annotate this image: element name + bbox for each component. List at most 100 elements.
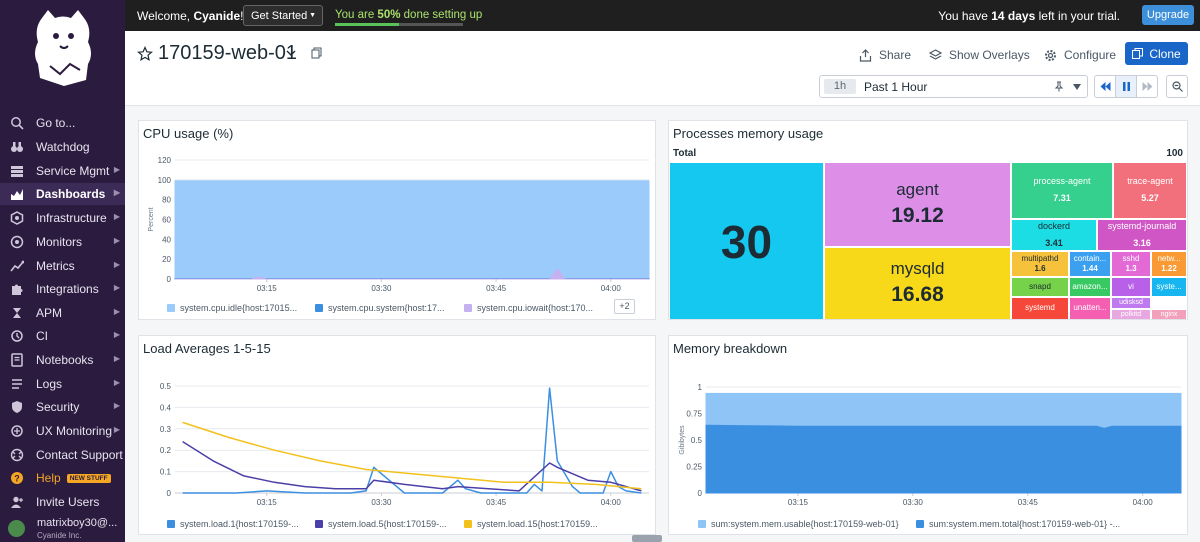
configure-button[interactable]: Configure <box>1044 45 1116 65</box>
setup-progress-text: You are 50% done setting up <box>335 9 483 21</box>
widget-title: CPU usage (%) <box>143 126 234 141</box>
shield-icon <box>10 400 24 414</box>
sidebar-item-label: Go to... <box>36 116 76 130</box>
sidebar-item-invite-users[interactable]: Invite Users <box>0 491 125 513</box>
load-averages-chart[interactable]: 0 0.1 0.2 0.3 0.4 0.5 03:15 03:30 03:45 04:00 <box>139 336 657 536</box>
sidebar-item-go-to[interactable]: Go to... <box>0 112 125 134</box>
treemap-cell[interactable]: systemd <box>1012 298 1068 319</box>
chevron-down-icon[interactable] <box>285 48 297 58</box>
treemap-cell[interactable]: trace-agent 5.27 <box>1114 163 1186 218</box>
upgrade-button[interactable]: Upgrade <box>1142 5 1194 25</box>
treemap-cell[interactable]: amazon... <box>1070 278 1110 296</box>
memory-breakdown-chart[interactable]: 0 0.25 0.5 0.75 1 03:15 03:30 03:45 04:00 Gibibyt… <box>669 336 1189 536</box>
sidebar-item-metrics[interactable]: Metrics ▶ <box>0 255 125 277</box>
legend-swatch <box>698 520 706 528</box>
legend-item[interactable]: sum:system.mem.usable{host:170159-web-01… <box>698 519 899 529</box>
zoom-out-button[interactable] <box>1166 75 1188 98</box>
series-area-2 <box>705 424 1182 494</box>
dashboard-header: 170159-web-01 Share Show Overlays Config… <box>125 31 1200 106</box>
sidebar-item-help[interactable]: ? Help NEW STUFF <box>0 467 125 489</box>
datadog-logo[interactable] <box>28 8 98 88</box>
sidebar: Go to... Watchdog Service Mgmt ▶ Dashboards ▶… <box>0 0 125 542</box>
rewind-button[interactable] <box>1094 75 1116 98</box>
sidebar-item-apm[interactable]: APM ▶ <box>0 302 125 324</box>
treemap-cell-label: udisksd <box>1119 299 1143 307</box>
x-tick-label: 03:15 <box>257 284 278 293</box>
sidebar-item-label: UX Monitoring <box>36 424 113 438</box>
cpu-usage-chart[interactable]: 0 20 40 60 80 100 120 03:15 03:30 03:45 04:00 Perce… <box>139 121 657 321</box>
legend-item[interactable]: system.load.1{host:170159-... <box>167 519 299 529</box>
x-tick-label: 04:00 <box>601 498 622 507</box>
treemap-cell-label: polkitd <box>1120 310 1142 318</box>
sidebar-item-dashboards[interactable]: Dashboards ▶ <box>0 183 125 205</box>
y-axis-label: Gibibytes <box>679 425 686 455</box>
treemap-cell[interactable]: syste... <box>1152 278 1186 296</box>
sidebar-item-security[interactable]: Security ▶ <box>0 396 125 418</box>
legend-label: system.load.5{host:170159-... <box>328 519 447 529</box>
pin-icon[interactable] <box>1054 81 1064 92</box>
legend-item[interactable]: system.cpu.iowait{host:170... <box>464 303 593 313</box>
sidebar-item-infrastructure[interactable]: Infrastructure ▶ <box>0 207 125 229</box>
sidebar-item-integrations[interactable]: Integrations ▶ <box>0 278 125 300</box>
y-tick-label: 1 <box>698 383 703 392</box>
treemap-cell[interactable]: agent 19.12 <box>825 163 1010 246</box>
treemap-cell-label: amazon... <box>1072 281 1108 291</box>
legend-item[interactable]: system.cpu.system{host:17... <box>315 303 445 313</box>
y-tick-label: 0.5 <box>160 382 172 391</box>
more-series-button[interactable]: +2 <box>614 299 635 314</box>
sidebar-item-logs[interactable]: Logs ▶ <box>0 373 125 395</box>
treemap-cell[interactable]: multipathd 1.6 <box>1012 252 1068 276</box>
treemap-cell[interactable]: sshd 1.3 <box>1112 252 1150 276</box>
sidebar-item-notebooks[interactable]: Notebooks ▶ <box>0 349 125 371</box>
treemap-cell[interactable]: process-agent 7.31 <box>1012 163 1112 218</box>
cpu-usage-widget: CPU usage (%) 0 20 40 60 80 100 120 03:15 03:30 0… <box>138 120 656 320</box>
sidebar-item-contact-support[interactable]: Contact Support <box>0 444 125 466</box>
copy-icon[interactable] <box>311 47 322 59</box>
treemap-cell[interactable]: snapd <box>1012 278 1068 296</box>
treemap-cell[interactable]: systemd-journald 3.16 <box>1098 220 1186 250</box>
pause-button[interactable] <box>1115 75 1137 98</box>
treemap-cell-value: 30 <box>720 216 773 269</box>
treemap-cell[interactable]: 30 <box>670 163 823 319</box>
treemap-cell[interactable]: dockerd 3.41 <box>1012 220 1096 250</box>
treemap-cell[interactable]: unatten... <box>1070 298 1110 319</box>
legend-item[interactable]: sum:system.mem.total{host:170159-web-01}… <box>916 519 1120 529</box>
treemap-cell[interactable]: nginx <box>1152 310 1186 319</box>
get-started-dropdown[interactable]: Get Started ▼ <box>243 5 323 26</box>
metrics-icon <box>10 259 24 273</box>
treemap-cell[interactable]: contain... 1.44 <box>1070 252 1110 276</box>
show-overlays-button[interactable]: Show Overlays <box>929 45 1030 65</box>
legend-item[interactable]: system.cpu.idle{host:17015... <box>167 303 297 313</box>
legend-item[interactable]: system.load.5{host:170159-... <box>315 519 447 529</box>
treemap-cell[interactable]: vi <box>1112 278 1150 296</box>
time-range-selector[interactable]: 1h Past 1 Hour <box>819 75 1088 98</box>
treemap-cell-value: 16.68 <box>891 283 944 307</box>
sidebar-item-monitors[interactable]: Monitors ▶ <box>0 231 125 253</box>
treemap-cell-value: 1.44 <box>1082 263 1098 273</box>
x-tick-label: 03:30 <box>903 498 924 507</box>
favorite-star-icon[interactable] <box>137 46 153 62</box>
scroll-handle[interactable] <box>632 535 662 542</box>
y-tick-label: 0 <box>167 275 172 284</box>
fast-forward-button[interactable] <box>1136 75 1158 98</box>
load-averages-widget: Load Averages 1-5-15 0 0.1 0.2 0.3 0.4 0.5 03:… <box>138 335 656 535</box>
treemap-cell-label: agent <box>896 179 939 199</box>
treemap-cell-label: systemd-journald <box>1107 220 1177 231</box>
treemap-cell[interactable]: netw... 1.22 <box>1152 252 1186 276</box>
y-tick-label: 0.3 <box>160 425 172 434</box>
sidebar-item-watchdog[interactable]: Watchdog <box>0 136 125 158</box>
treemap-cell-label: process-agent <box>1033 176 1091 187</box>
treemap-cell[interactable]: udisksd <box>1112 298 1150 308</box>
share-button[interactable]: Share <box>859 45 911 65</box>
treemap-cell[interactable]: polkitd <box>1112 310 1150 319</box>
x-tick-label: 03:15 <box>788 498 809 507</box>
sidebar-item-service-mgmt[interactable]: Service Mgmt ▶ <box>0 160 125 182</box>
treemap-cell[interactable]: mysqld 16.68 <box>825 248 1010 319</box>
processes-treemap[interactable]: 30 agent 19.12 mysqld 16.68 process-agent 7.31… <box>669 162 1187 320</box>
sidebar-item-ci[interactable]: CI ▶ <box>0 325 125 347</box>
sidebar-item-ux-monitoring[interactable]: UX Monitoring ▶ <box>0 420 125 442</box>
series-area-1 <box>174 180 650 280</box>
user-menu[interactable]: matrixboy30@... Cyanide Inc. <box>0 517 125 542</box>
legend-item[interactable]: system.load.15{host:170159... <box>464 519 598 529</box>
clone-button[interactable]: Clone <box>1125 42 1188 65</box>
